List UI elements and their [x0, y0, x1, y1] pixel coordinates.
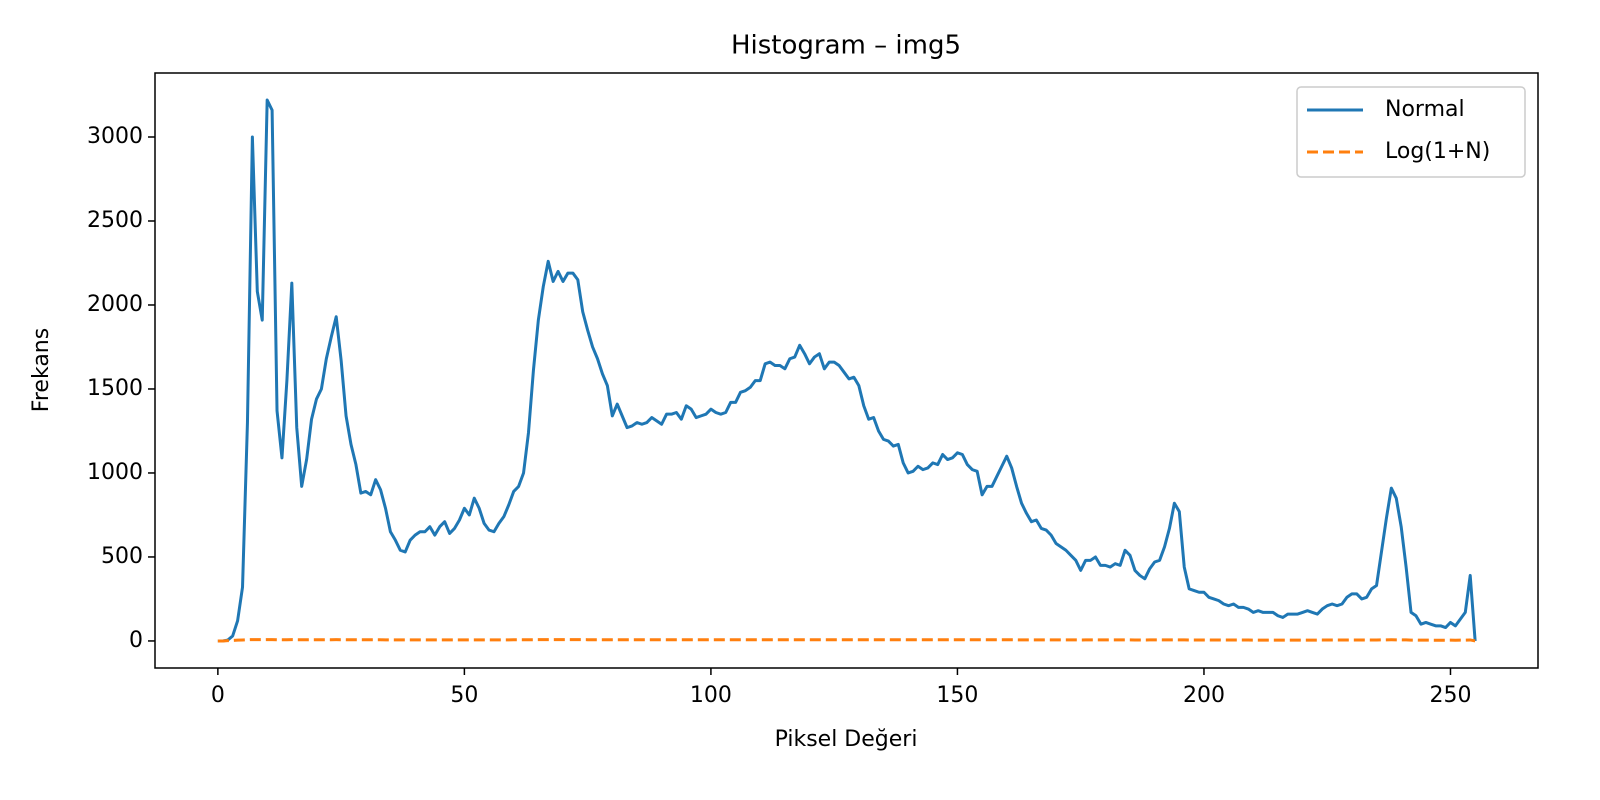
y-tick-label: 1000: [87, 460, 143, 485]
x-tick-label: 150: [936, 683, 978, 708]
y-tick-label: 1500: [87, 376, 143, 401]
x-tick-label: 100: [690, 683, 732, 708]
data-line: [217, 98, 1477, 643]
x-tick-label: 200: [1183, 683, 1225, 708]
y-tick-label: 3000: [87, 124, 143, 149]
legend-label: Log(1+N): [1385, 139, 1490, 164]
legend-label: Normal: [1385, 97, 1465, 122]
y-tick-label: 500: [101, 544, 143, 569]
x-tick-label: 250: [1429, 683, 1471, 708]
y-tick-label: 2500: [87, 208, 143, 233]
y-axis-label: Frekans: [29, 328, 54, 412]
data-line: [217, 638, 1476, 643]
x-tick-label: 0: [211, 683, 225, 708]
x-axis-label: Piksel Değeri: [775, 727, 918, 752]
chart-title: Histogram – img5: [731, 31, 961, 61]
plot-frame: [154, 72, 1539, 669]
y-tick-label: 2000: [87, 292, 143, 317]
x-tick-label: 50: [450, 683, 478, 708]
y-tick-label: 0: [129, 628, 143, 653]
